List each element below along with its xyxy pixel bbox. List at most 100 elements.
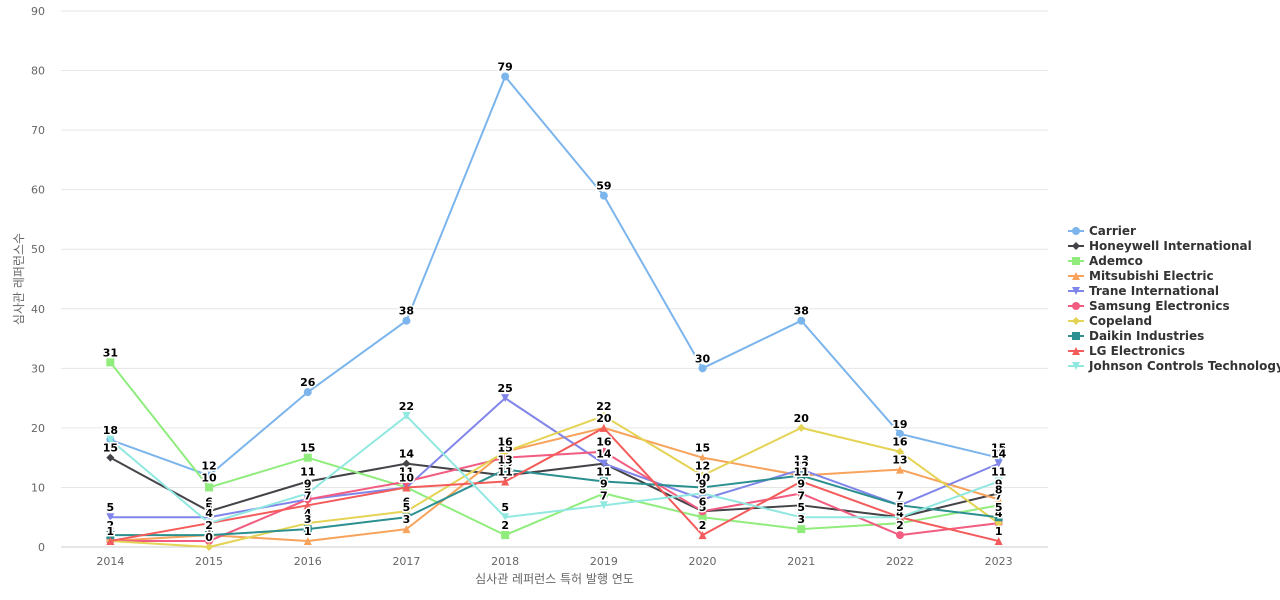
data-label-johnson-controls-technology: 4 xyxy=(205,507,213,520)
data-label-ademco: 10 xyxy=(201,471,217,484)
data-point-honeywell-international xyxy=(797,501,806,510)
x-tick-label: 2014 xyxy=(96,555,124,568)
data-label-mitsubishi-electric: 15 xyxy=(695,442,710,455)
data-point-daikin-industries xyxy=(994,513,1003,522)
data-point-ademco xyxy=(501,531,510,540)
x-tick-label: 2022 xyxy=(886,555,914,568)
x-tick-label: 2017 xyxy=(392,555,420,568)
data-label-copeland: 0 xyxy=(205,531,213,544)
data-point-copeland xyxy=(599,411,608,420)
data-point-copeland xyxy=(895,447,904,456)
legend-item-ademco[interactable]: Ademco xyxy=(1068,254,1143,268)
legend-item-honeywell-international[interactable]: Honeywell International xyxy=(1068,239,1252,253)
data-point-daikin-industries xyxy=(797,471,806,480)
data-label-copeland: 1 xyxy=(107,525,115,538)
data-label-copeland: 4 xyxy=(304,507,312,520)
data-point-trane-international xyxy=(797,465,806,474)
y-tick-label: 70 xyxy=(31,124,45,137)
series-line-johnson-controls-technology xyxy=(109,414,1000,525)
series-line-trane-international xyxy=(109,397,1000,519)
data-label-carrier: 26 xyxy=(300,376,316,389)
legend-item-carrier[interactable]: Carrier xyxy=(1068,224,1136,238)
data-point-trane-international xyxy=(698,495,707,504)
data-label-honeywell-international: 14 xyxy=(399,448,415,461)
data-label-mitsubishi-electric: 16 xyxy=(497,436,513,449)
data-point-trane-international xyxy=(205,513,214,522)
series-carrier xyxy=(106,72,1003,480)
data-point-mitsubishi-electric xyxy=(303,537,312,546)
data-label-daikin-industries: 2 xyxy=(107,519,115,532)
data-point-lg-electronics xyxy=(402,483,411,492)
data-label-ademco: 5 xyxy=(699,501,707,514)
y-tick-label: 20 xyxy=(31,422,45,435)
data-point-trane-international xyxy=(501,394,510,403)
x-tick-label: 2020 xyxy=(689,555,717,568)
data-label-daikin-industries: 3 xyxy=(304,513,312,526)
series-line-honeywell-international xyxy=(109,456,1000,519)
legend-item-johnson-controls-technology[interactable]: Johnson Controls Technology xyxy=(1068,359,1280,373)
data-label-copeland: 16 xyxy=(497,436,513,449)
legend-marker-lg-electronics xyxy=(1072,347,1080,355)
data-label-honeywell-international: 14 xyxy=(596,448,612,461)
y-tick-label: 10 xyxy=(31,481,45,494)
series-line-ademco xyxy=(109,361,1000,537)
y-axis-title: 심사관 레퍼런스수 xyxy=(12,233,26,325)
data-label-samsung-electronics: 1 xyxy=(107,525,115,538)
legend-item-mitsubishi-electric[interactable]: Mitsubishi Electric xyxy=(1068,269,1214,283)
legend-item-trane-international[interactable]: Trane International xyxy=(1068,284,1219,298)
data-point-ademco xyxy=(303,453,312,462)
data-label-mitsubishi-electric: 1 xyxy=(107,525,115,538)
data-label-carrier: 79 xyxy=(497,61,512,74)
data-label-mitsubishi-electric: 13 xyxy=(892,454,907,467)
data-point-lg-electronics xyxy=(797,477,806,486)
data-point-daikin-industries xyxy=(205,531,214,540)
data-label-trane-international: 14 xyxy=(596,448,612,461)
data-label-lg-electronics: 11 xyxy=(497,465,512,478)
data-label-lg-electronics: 7 xyxy=(304,489,312,502)
data-point-johnson-controls-technology xyxy=(501,513,510,522)
data-label-daikin-industries: 12 xyxy=(794,460,809,473)
data-label-samsung-electronics: 4 xyxy=(995,507,1003,520)
legend-item-copeland[interactable]: Copeland xyxy=(1068,314,1152,328)
data-point-lg-electronics xyxy=(599,423,608,432)
data-point-carrier xyxy=(797,316,806,325)
series-lines xyxy=(106,72,1003,551)
legend-item-samsung-electronics[interactable]: Samsung Electronics xyxy=(1068,299,1230,313)
x-tick-label: 2016 xyxy=(294,555,322,568)
data-label-daikin-industries: 2 xyxy=(205,519,213,532)
data-label-carrier: 15 xyxy=(991,442,1006,455)
data-label-carrier: 19 xyxy=(892,418,907,431)
data-point-trane-international xyxy=(994,459,1003,468)
data-label-mitsubishi-electric: 8 xyxy=(995,483,1003,496)
data-label-ademco: 10 xyxy=(399,471,415,484)
data-point-trane-international xyxy=(106,513,115,522)
data-label-carrier: 59 xyxy=(596,180,611,193)
data-label-honeywell-international: 11 xyxy=(300,465,315,478)
data-point-johnson-controls-technology xyxy=(698,489,707,498)
data-label-johnson-controls-technology: 22 xyxy=(399,400,414,413)
data-point-johnson-controls-technology xyxy=(106,435,115,444)
legend-item-lg-electronics[interactable]: LG Electronics xyxy=(1068,344,1185,358)
data-label-trane-international: 5 xyxy=(107,501,115,514)
data-label-copeland: 12 xyxy=(695,460,710,473)
data-point-carrier xyxy=(303,388,312,397)
data-label-daikin-industries: 5 xyxy=(995,501,1003,514)
x-tick-label: 2023 xyxy=(985,555,1013,568)
data-point-daikin-industries xyxy=(698,483,707,492)
data-label-honeywell-international: 12 xyxy=(497,460,512,473)
data-label-samsung-electronics: 16 xyxy=(596,436,612,449)
data-point-carrier xyxy=(895,429,904,438)
legend-item-daikin-industries[interactable]: Daikin Industries xyxy=(1068,329,1204,343)
data-point-mitsubishi-electric xyxy=(994,495,1003,504)
data-label-samsung-electronics: 8 xyxy=(304,483,312,496)
series-line-copeland xyxy=(109,414,1000,548)
data-label-daikin-industries: 13 xyxy=(497,454,512,467)
data-label-trane-international: 8 xyxy=(699,483,707,496)
data-point-ademco xyxy=(698,513,707,522)
legend-marker-samsung-electronics xyxy=(1072,302,1080,310)
data-point-johnson-controls-technology xyxy=(994,477,1003,486)
data-point-lg-electronics xyxy=(106,537,115,546)
data-point-carrier xyxy=(501,72,510,81)
data-label-daikin-industries: 5 xyxy=(403,501,411,514)
data-label-copeland: 16 xyxy=(892,436,908,449)
